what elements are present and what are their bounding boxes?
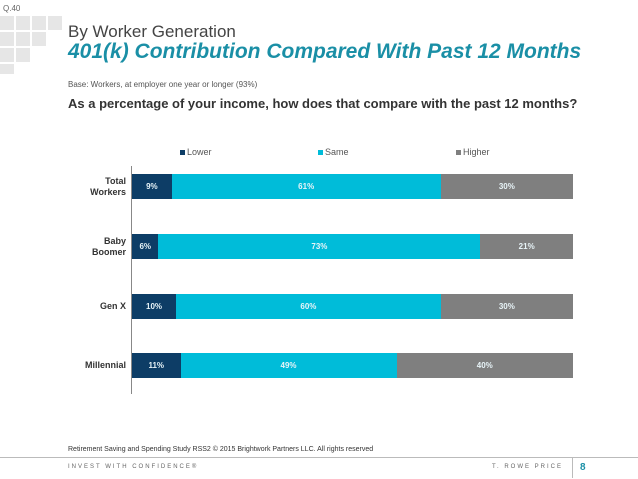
slide-title: 401(k) Contribution Compared With Past 1… bbox=[68, 40, 582, 63]
tile bbox=[16, 32, 30, 46]
legend-item-lower: Lower bbox=[180, 147, 212, 157]
category-axis-line bbox=[131, 166, 132, 394]
category-label: Total Workers bbox=[90, 175, 126, 197]
data-label: 49% bbox=[280, 361, 297, 370]
legend-item-same: Same bbox=[318, 147, 349, 157]
tile bbox=[0, 16, 14, 30]
data-label: 60% bbox=[300, 302, 317, 311]
category-label: Millennial bbox=[84, 360, 126, 370]
tile bbox=[0, 48, 14, 62]
bar-segment-same: 49% bbox=[180, 353, 397, 378]
data-label: 21% bbox=[518, 242, 535, 251]
legend-swatch-higher bbox=[456, 150, 461, 156]
category-label: Gen X bbox=[99, 301, 126, 311]
data-label: 9% bbox=[146, 182, 158, 191]
footer-divider bbox=[0, 457, 638, 458]
tile bbox=[32, 16, 46, 30]
slide-subtitle: By Worker Generation bbox=[68, 22, 236, 41]
base-note: Base: Workers, at employer one year or l… bbox=[68, 80, 258, 89]
legend-label-same: Same bbox=[325, 147, 349, 157]
data-label: 61% bbox=[298, 182, 315, 191]
data-label: 30% bbox=[498, 182, 515, 191]
bar-segment-lower: 6% bbox=[132, 234, 159, 259]
legend-swatch-lower bbox=[180, 150, 185, 156]
bar-segment-higher: 21% bbox=[480, 234, 573, 259]
legend-swatch-same bbox=[318, 150, 323, 156]
brand-logo: T. ROWE PRICE bbox=[492, 464, 564, 470]
bar-segment-lower: 9% bbox=[132, 174, 172, 199]
tile bbox=[48, 16, 62, 30]
tile bbox=[0, 64, 14, 74]
legend-item-higher: Higher bbox=[456, 147, 490, 157]
question-number: Q.40 bbox=[3, 4, 21, 13]
category-label: Baby Boomer bbox=[91, 235, 126, 257]
page-number: 8 bbox=[580, 462, 586, 473]
tile bbox=[0, 32, 14, 46]
legend-label-lower: Lower bbox=[187, 147, 212, 157]
footer-separator bbox=[572, 458, 573, 478]
bar-segment-higher: 40% bbox=[396, 353, 573, 378]
data-label: 6% bbox=[139, 242, 151, 251]
data-label: 40% bbox=[476, 361, 493, 370]
data-label: 10% bbox=[146, 302, 163, 311]
bar-segment-lower: 10% bbox=[132, 294, 177, 319]
tagline: INVEST WITH CONFIDENCE® bbox=[68, 464, 199, 470]
bar-segment-same: 73% bbox=[158, 234, 481, 259]
bar-segment-higher: 30% bbox=[440, 174, 573, 199]
data-label: 11% bbox=[148, 361, 165, 370]
data-label: 30% bbox=[498, 302, 515, 311]
survey-question: As a percentage of your income, how does… bbox=[68, 96, 578, 111]
decorative-tiles bbox=[0, 16, 62, 76]
source-footnote: Retirement Saving and Spending Study RSS… bbox=[68, 446, 374, 453]
tile bbox=[16, 48, 30, 62]
bar-segment-lower: 11% bbox=[132, 353, 181, 378]
tile bbox=[16, 16, 30, 30]
data-label: 73% bbox=[311, 242, 328, 251]
legend-label-higher: Higher bbox=[463, 147, 490, 157]
bar-segment-same: 61% bbox=[171, 174, 441, 199]
bar-segment-higher: 30% bbox=[440, 294, 573, 319]
bar-segment-same: 60% bbox=[176, 294, 441, 319]
tile bbox=[32, 32, 46, 46]
